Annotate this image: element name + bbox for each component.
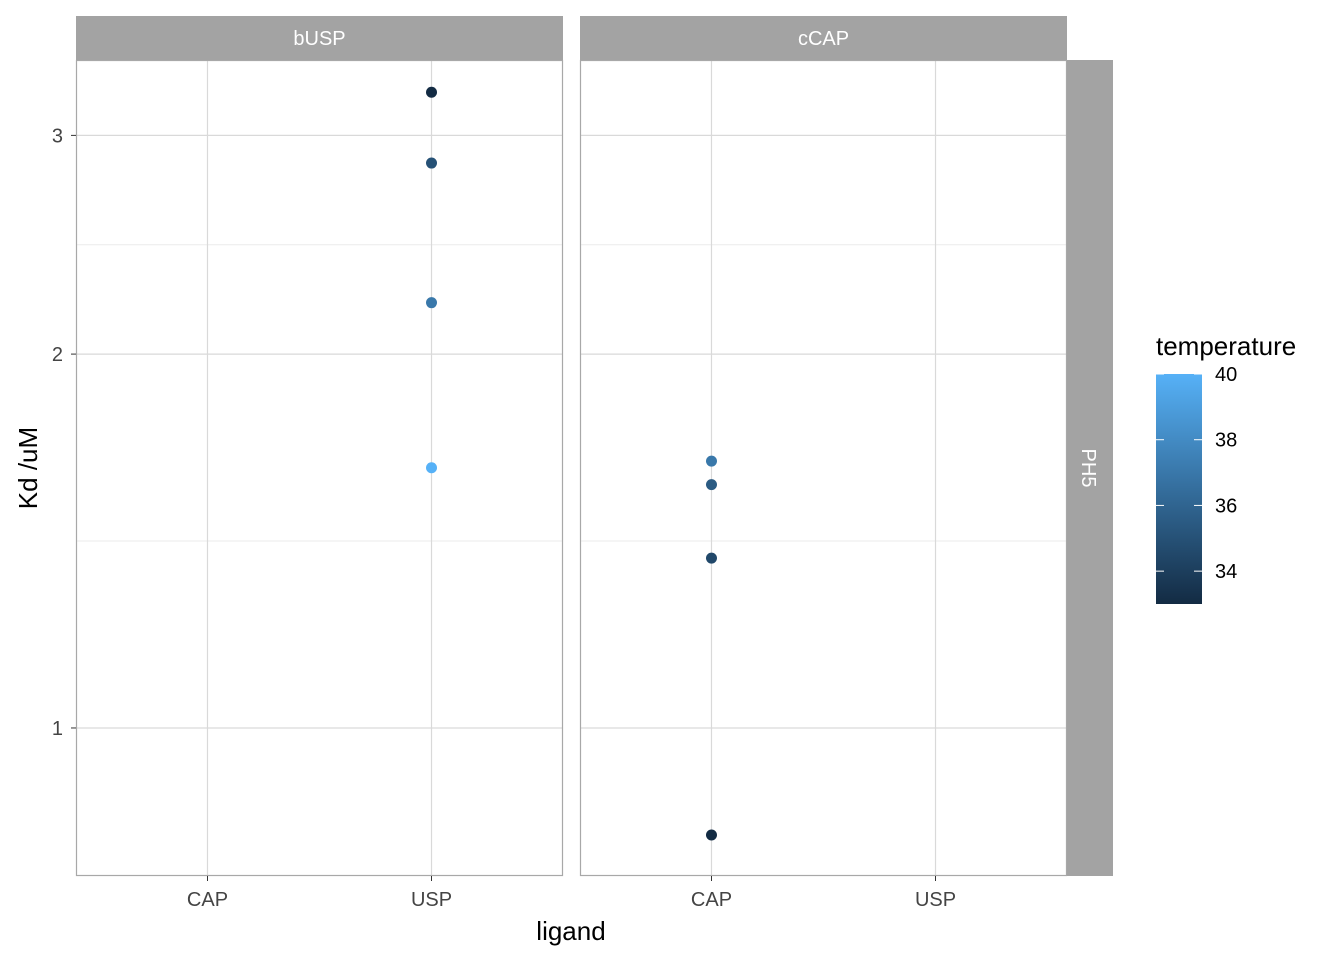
data-point xyxy=(426,297,438,309)
data-point xyxy=(705,552,717,564)
legend: temperature 34 36 38 40 xyxy=(1156,331,1296,604)
legend-tick-label: 36 xyxy=(1215,495,1237,517)
y-axis: 1 2 3 xyxy=(52,125,76,740)
data-point xyxy=(426,86,438,98)
data-point xyxy=(426,462,438,474)
legend-tick-label: 40 xyxy=(1215,364,1237,386)
panels-layer: bUSP CAP USP cCAP CAP USP xyxy=(75,16,1068,911)
y-axis-title: Kd /uM xyxy=(13,427,43,509)
facet-label: cCAP xyxy=(798,28,849,50)
y-tick-label: 2 xyxy=(52,344,63,366)
data-point xyxy=(705,829,717,841)
data-point xyxy=(705,479,717,491)
x-axis-title: ligand xyxy=(536,916,605,946)
facet-label: bUSP xyxy=(293,28,345,50)
colorbar xyxy=(1156,374,1202,604)
panel-border xyxy=(75,59,564,877)
data-point xyxy=(705,455,717,467)
x-tick-label: USP xyxy=(411,889,452,911)
legend-title: temperature xyxy=(1156,331,1296,361)
x-tick-label: CAP xyxy=(691,889,732,911)
facet-row-label: PH5 xyxy=(1077,449,1099,488)
panel-border xyxy=(579,59,1068,877)
panel-bUSP: bUSP CAP USP xyxy=(75,16,564,911)
panel-cCAP: cCAP CAP USP xyxy=(579,16,1068,911)
panel-background xyxy=(580,60,1067,876)
x-tick-label: USP xyxy=(915,889,956,911)
y-tick-label: 3 xyxy=(52,125,63,147)
legend-tick-label: 34 xyxy=(1215,561,1237,583)
facet-strip xyxy=(580,16,1067,60)
data-point xyxy=(426,157,438,169)
facet-strip xyxy=(76,16,563,60)
y-tick-label: 1 xyxy=(52,718,63,740)
facet-row-strip xyxy=(1067,60,1113,876)
legend-tick-label: 38 xyxy=(1215,430,1237,452)
panel-background xyxy=(76,60,563,876)
legend-ticks: 34 36 38 40 xyxy=(1156,364,1237,583)
x-tick-label: CAP xyxy=(187,889,228,911)
